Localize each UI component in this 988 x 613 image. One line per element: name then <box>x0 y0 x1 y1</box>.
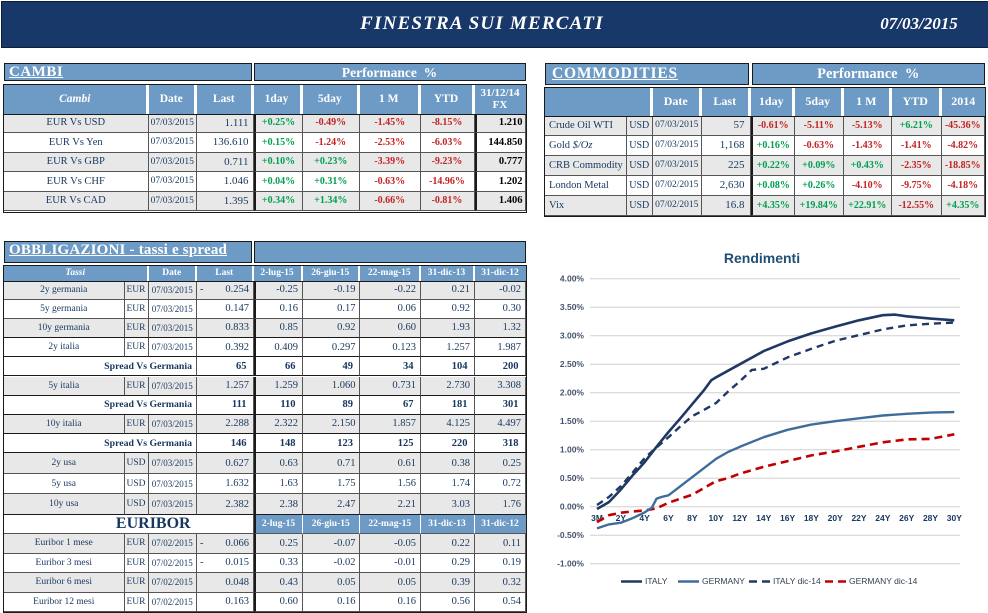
svg-text:2.00%: 2.00% <box>560 388 585 398</box>
svg-text:0.00%: 0.00% <box>560 502 585 512</box>
svg-text:2Y: 2Y <box>616 513 627 523</box>
svg-text:16Y: 16Y <box>780 513 795 523</box>
svg-text:26Y: 26Y <box>899 513 914 523</box>
svg-text:24Y: 24Y <box>875 513 890 523</box>
svg-text:3.50%: 3.50% <box>560 302 585 312</box>
svg-text:14Y: 14Y <box>756 513 771 523</box>
svg-text:28Y: 28Y <box>923 513 938 523</box>
svg-text:-0.50%: -0.50% <box>557 530 584 540</box>
svg-text:4.00%: 4.00% <box>560 274 585 284</box>
svg-text:10Y: 10Y <box>709 513 724 523</box>
svg-text:12Y: 12Y <box>732 513 747 523</box>
svg-text:0.50%: 0.50% <box>560 473 585 483</box>
svg-text:-1.00%: -1.00% <box>557 559 584 569</box>
svg-text:6Y: 6Y <box>663 513 674 523</box>
svg-text:3.00%: 3.00% <box>560 331 585 341</box>
svg-text:2.50%: 2.50% <box>560 359 585 369</box>
svg-text:4Y: 4Y <box>639 513 650 523</box>
svg-text:30Y: 30Y <box>947 513 962 523</box>
svg-text:8Y: 8Y <box>687 513 698 523</box>
svg-text:1.00%: 1.00% <box>560 445 585 455</box>
svg-text:22Y: 22Y <box>851 513 866 523</box>
svg-text:3M: 3M <box>591 513 603 523</box>
svg-text:20Y: 20Y <box>828 513 843 523</box>
svg-text:18Y: 18Y <box>804 513 819 523</box>
svg-text:1.50%: 1.50% <box>560 416 585 426</box>
